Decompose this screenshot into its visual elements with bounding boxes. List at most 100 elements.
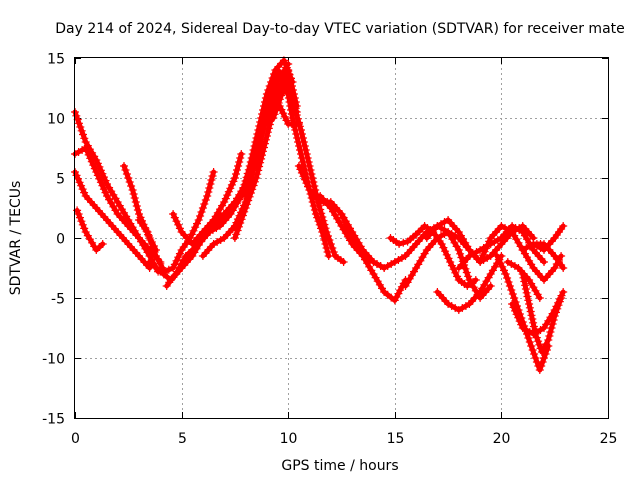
y-tick-label: -15 bbox=[42, 412, 65, 428]
data-point bbox=[552, 308, 560, 317]
data-point bbox=[303, 154, 312, 162]
data-point bbox=[486, 282, 495, 290]
data-point bbox=[546, 328, 555, 336]
data-point bbox=[261, 110, 270, 118]
data-point bbox=[209, 168, 218, 176]
data-point bbox=[297, 126, 305, 134]
data-point bbox=[172, 256, 181, 265]
data-point bbox=[101, 188, 110, 197]
data-point bbox=[87, 157, 96, 166]
data-point bbox=[147, 240, 156, 248]
data-point bbox=[534, 337, 543, 346]
data-point bbox=[311, 210, 320, 218]
data-point bbox=[78, 220, 87, 229]
data-point bbox=[285, 70, 294, 78]
data-point bbox=[442, 250, 451, 259]
data-point bbox=[529, 318, 538, 327]
data-point bbox=[241, 204, 250, 212]
data-point bbox=[395, 240, 404, 248]
data-point bbox=[507, 286, 516, 294]
data-point bbox=[130, 194, 139, 202]
data-point bbox=[528, 315, 537, 323]
data-point bbox=[289, 99, 298, 108]
data-point bbox=[482, 244, 491, 253]
data-point bbox=[324, 232, 332, 240]
data-point bbox=[257, 134, 266, 142]
data-point bbox=[252, 174, 261, 182]
data-point bbox=[232, 230, 241, 239]
data-point bbox=[394, 256, 403, 264]
data-point bbox=[262, 132, 271, 140]
data-point bbox=[322, 228, 331, 236]
data-point bbox=[189, 226, 198, 235]
data-point bbox=[280, 112, 289, 121]
data-point bbox=[74, 174, 82, 183]
data-point bbox=[226, 184, 235, 193]
data-point bbox=[493, 236, 502, 244]
data-point bbox=[440, 218, 449, 226]
data-point bbox=[328, 244, 337, 252]
data-point bbox=[439, 243, 448, 252]
data-point bbox=[464, 272, 473, 281]
data-point bbox=[302, 150, 311, 158]
x-tick-label: 0 bbox=[71, 431, 80, 447]
data-point bbox=[129, 190, 138, 198]
data-point bbox=[532, 333, 541, 342]
data-point bbox=[282, 116, 291, 125]
data-point bbox=[480, 247, 489, 256]
data-point bbox=[523, 292, 532, 301]
series-arc-14 bbox=[269, 84, 348, 266]
data-point bbox=[387, 260, 396, 268]
data-point bbox=[373, 260, 381, 268]
data-point bbox=[221, 194, 230, 203]
data-point bbox=[469, 250, 477, 258]
data-point bbox=[80, 134, 89, 143]
data-point bbox=[278, 87, 287, 96]
data-point bbox=[306, 166, 315, 174]
data-point bbox=[298, 134, 307, 142]
data-point bbox=[265, 94, 274, 102]
data-point bbox=[265, 120, 274, 129]
data-point bbox=[444, 254, 453, 263]
data-point bbox=[270, 78, 278, 86]
data-point bbox=[125, 178, 134, 186]
data-point bbox=[93, 171, 102, 180]
chart-title: Day 214 of 2024, Sidereal Day-to-day VTE… bbox=[55, 21, 625, 37]
data-point bbox=[230, 174, 239, 182]
data-point bbox=[78, 146, 87, 154]
data-point bbox=[77, 126, 86, 135]
data-point bbox=[270, 110, 279, 119]
data-point bbox=[504, 226, 513, 234]
data-point bbox=[493, 252, 502, 260]
data-point bbox=[530, 350, 539, 358]
data-point bbox=[264, 98, 273, 106]
data-point bbox=[235, 158, 244, 166]
data-point bbox=[319, 216, 328, 225]
data-point bbox=[191, 223, 200, 232]
data-point bbox=[529, 322, 538, 331]
data-point bbox=[205, 184, 214, 192]
data-point bbox=[510, 262, 519, 270]
data-point bbox=[441, 247, 450, 256]
data-point bbox=[196, 212, 205, 220]
data-point bbox=[143, 228, 152, 236]
data-point bbox=[521, 281, 530, 290]
data-point bbox=[544, 336, 553, 344]
data-point bbox=[305, 162, 314, 170]
data-point bbox=[497, 222, 506, 230]
data-point bbox=[512, 310, 521, 319]
y-tick-label: -5 bbox=[51, 292, 65, 308]
data-point bbox=[80, 188, 89, 197]
data-point bbox=[74, 210, 83, 218]
data-point bbox=[307, 170, 316, 178]
data-point bbox=[538, 358, 547, 366]
data-point bbox=[246, 189, 255, 197]
data-point bbox=[281, 60, 290, 68]
data-point bbox=[461, 302, 470, 310]
data-point bbox=[237, 192, 246, 200]
data-point bbox=[121, 166, 130, 174]
data-point bbox=[187, 230, 196, 239]
data-point bbox=[72, 171, 81, 180]
data-point bbox=[74, 148, 83, 156]
series-arc-22 bbox=[433, 252, 506, 314]
